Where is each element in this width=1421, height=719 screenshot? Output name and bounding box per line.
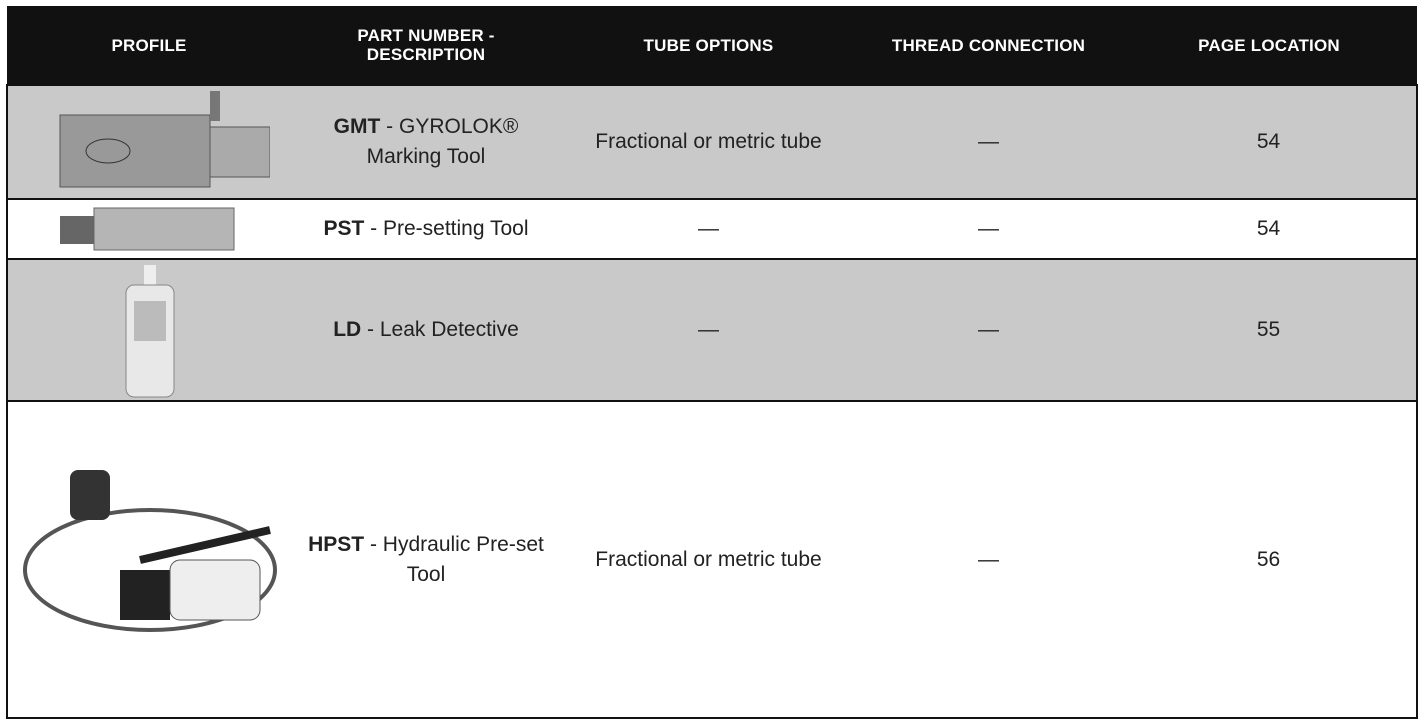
page-location: 56 — [1121, 400, 1418, 719]
part-cell: PST - Pre-setting Tool — [291, 198, 561, 260]
tube-options: Fractional or metric tube — [561, 400, 856, 719]
part-code: PST — [323, 217, 365, 240]
thread-connection: — — [856, 400, 1121, 719]
thread-connection: — — [856, 258, 1121, 402]
part-description: - GYROLOK® Marking Tool — [366, 115, 519, 168]
profile-image — [6, 198, 291, 260]
part-cell: GMT - GYROLOK® Marking Tool — [291, 84, 561, 200]
tube-options: Fractional or metric tube — [561, 84, 856, 200]
header-cell: TUBE OPTIONS — [561, 6, 856, 85]
header-row: PROFILE PART NUMBER - DESCRIPTION TUBE O… — [7, 6, 1417, 85]
part-code: GMT — [333, 115, 381, 138]
row: PST - Pre-setting Tool — — 54 — [6, 198, 1418, 260]
tube-options: — — [561, 258, 856, 402]
header-cell: PROFILE — [7, 6, 291, 85]
row: GMT - GYROLOK® Marking Tool Fractional o… — [6, 84, 1418, 200]
profile-image — [6, 400, 291, 719]
part-code: HPST — [308, 532, 365, 556]
page-location: 55 — [1121, 258, 1418, 402]
part-cell: HPST - Hydraulic Pre-set Tool — [291, 400, 561, 719]
header-cell: PAGE LOCATION — [1121, 6, 1417, 85]
profile-image — [6, 84, 291, 200]
part-description: - Leak Detective — [361, 318, 519, 341]
part-description: - Pre-setting Tool — [364, 217, 529, 240]
header-cell: PART NUMBER - DESCRIPTION — [291, 6, 561, 85]
part-cell: LD - Leak Detective — [291, 258, 561, 402]
page-location: 54 — [1121, 84, 1418, 200]
row: HPST - Hydraulic Pre-set Tool Fractional… — [6, 400, 1418, 719]
thread-connection: — — [856, 198, 1121, 260]
page-location: 54 — [1121, 198, 1418, 260]
part-code: LD — [333, 318, 362, 341]
tube-options: — — [561, 198, 856, 260]
part-description: - Hydraulic Pre-set Tool — [364, 532, 544, 586]
product-table: PROFILE PART NUMBER - DESCRIPTION TUBE O… — [6, 6, 1418, 719]
thread-connection: — — [856, 84, 1121, 200]
profile-image — [6, 258, 291, 402]
row: LD - Leak Detective — — 55 — [6, 258, 1418, 402]
header-cell: THREAD CONNECTION — [856, 6, 1121, 85]
